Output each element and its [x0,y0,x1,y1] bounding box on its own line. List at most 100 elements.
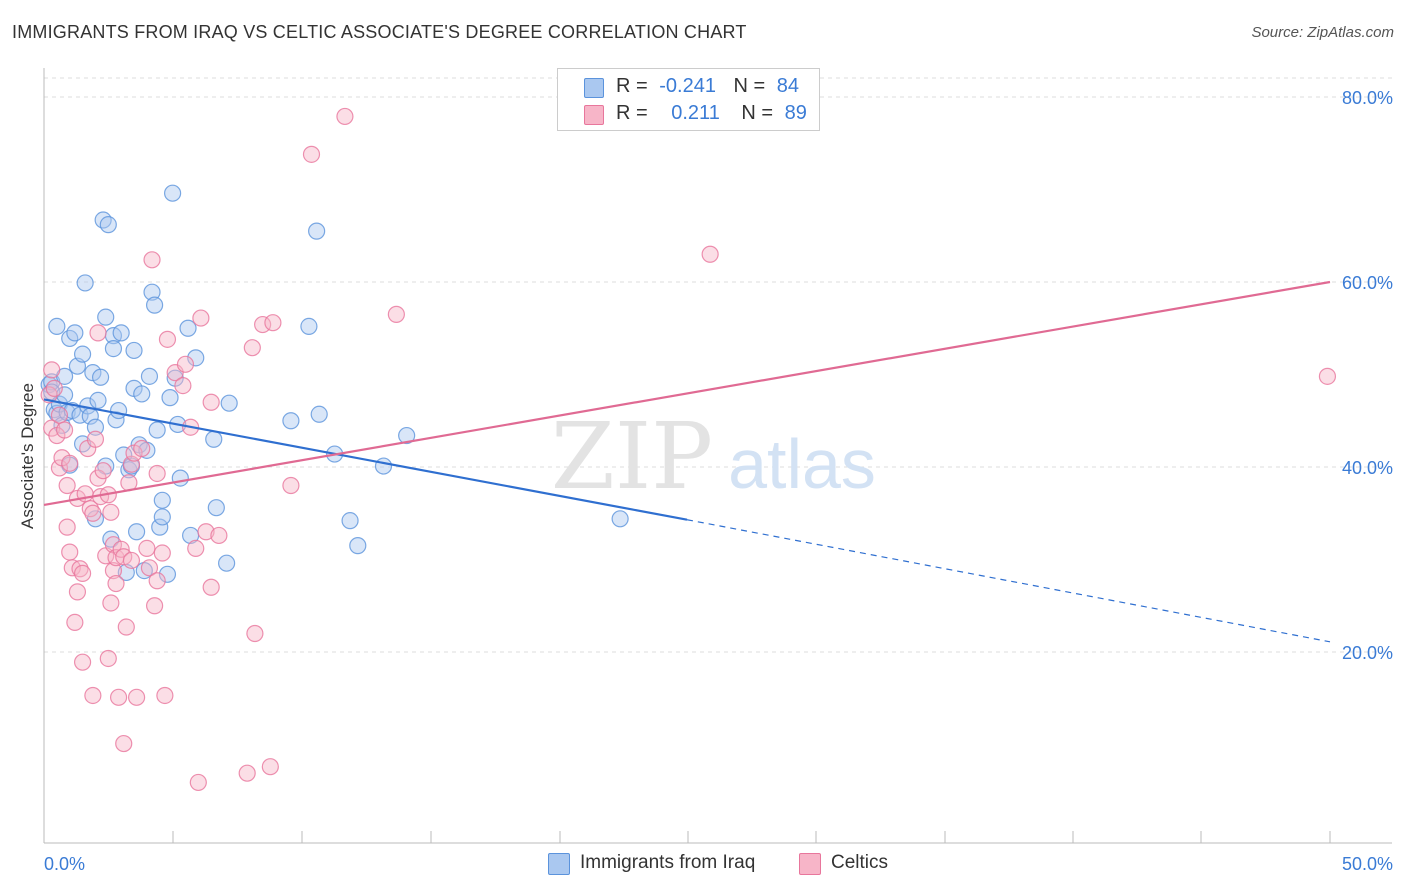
iraq-point [172,470,188,486]
celtics-point [44,362,60,378]
iraq-point [93,369,109,385]
x-tick-label: 0.0% [44,854,85,874]
celtics-point [203,579,219,595]
iraq-point [126,342,142,358]
celtics-point [90,325,106,341]
iraq-point [67,325,83,341]
iraq-point [149,422,165,438]
iraq-point [113,325,129,341]
celtics-point [62,544,78,560]
celtics-point [193,310,209,326]
celtics-point [69,584,85,600]
iraq-point [129,524,145,540]
trend-line-iraq-extension [687,520,1330,642]
celtics-point [85,505,101,521]
r-label: R = [616,75,648,97]
r-value-celtics: 0.211 [671,102,720,124]
celtics-point [46,380,62,396]
celtics-point [75,565,91,581]
iraq-point [90,392,106,408]
n-value-celtics: 89 [785,102,807,124]
iraq-point [147,297,163,313]
iraq-point [350,538,366,554]
legend-swatch-celtics [799,853,821,875]
r-value-iraq: -0.241 [659,75,716,97]
iraq-point [111,403,127,419]
celtics-point [239,765,255,781]
iraq-point [141,368,157,384]
celtics-point [244,340,260,356]
iraq-point [77,275,93,291]
y-axis-label: Associate's Degree [18,383,37,529]
celtics-point [59,519,75,535]
iraq-point [208,500,224,516]
celtics-point [147,598,163,614]
celtics-point [103,595,119,611]
iraq-point [75,346,91,362]
celtics-point [67,614,83,630]
celtics-point [87,431,103,447]
watermark-atlas: atlas [728,425,876,503]
celtics-point [702,246,718,262]
iraq-point [219,555,235,571]
x-tick-label: 50.0% [1342,854,1393,874]
iraq-point [105,341,121,357]
celtics-point [75,654,91,670]
n-label: N = [741,102,773,124]
iraq-point [311,406,327,422]
iraq-point [98,309,114,325]
iraq-point [154,509,170,525]
celtics-point [149,465,165,481]
celtics-point [134,441,150,457]
celtics-point [157,687,173,703]
celtics-point [59,478,75,494]
celtics-point [103,504,119,520]
celtics-point [177,356,193,372]
celtics-point [190,774,206,790]
iraq-point [283,413,299,429]
r-label: R = [616,102,648,124]
legend-swatch-celtics [584,105,604,125]
legend-swatch-iraq [548,853,570,875]
n-value-iraq: 84 [777,75,799,97]
celtics-point [203,394,219,410]
celtics-point [388,306,404,322]
iraq-point [49,318,65,334]
celtics-point [85,687,101,703]
celtics-point [159,331,175,347]
celtics-point [247,626,263,642]
celtics-point [123,552,139,568]
y-tick-labels: 20.0%40.0%60.0%80.0% [1342,88,1393,663]
celtics-point [175,378,191,394]
celtics-point [57,422,73,438]
celtics-point [188,540,204,556]
scatter-chart: ZIP atlas 20.0%40.0%60.0%80.0% 0.0% 50.0%… [0,0,1406,892]
celtics-point [129,689,145,705]
axes [44,68,1392,843]
series-iraq-points [41,185,628,582]
iraq-point [206,431,222,447]
iraq-point [100,217,116,233]
celtics-point [144,252,160,268]
celtics-point [149,573,165,589]
celtics-point [337,108,353,124]
legend-swatch-iraq [584,78,604,98]
celtics-point [1319,368,1335,384]
celtics-point [303,146,319,162]
celtics-point [111,689,127,705]
celtics-point [283,478,299,494]
n-label: N = [734,75,766,97]
celtics-point [95,463,111,479]
correlation-legend: R = -0.241 N = 84 R = 0.211 N = 89 [557,68,820,131]
legend-label-celtics: Celtics [831,852,888,874]
iraq-point [221,395,237,411]
y-tick-label: 20.0% [1342,643,1393,663]
celtics-point [139,540,155,556]
iraq-point [165,185,181,201]
watermark: ZIP atlas [551,403,876,510]
iraq-point [376,458,392,474]
iraq-point [134,386,150,402]
celtics-point [108,576,124,592]
y-tick-label: 40.0% [1342,458,1393,478]
y-tick-label: 80.0% [1342,88,1393,108]
